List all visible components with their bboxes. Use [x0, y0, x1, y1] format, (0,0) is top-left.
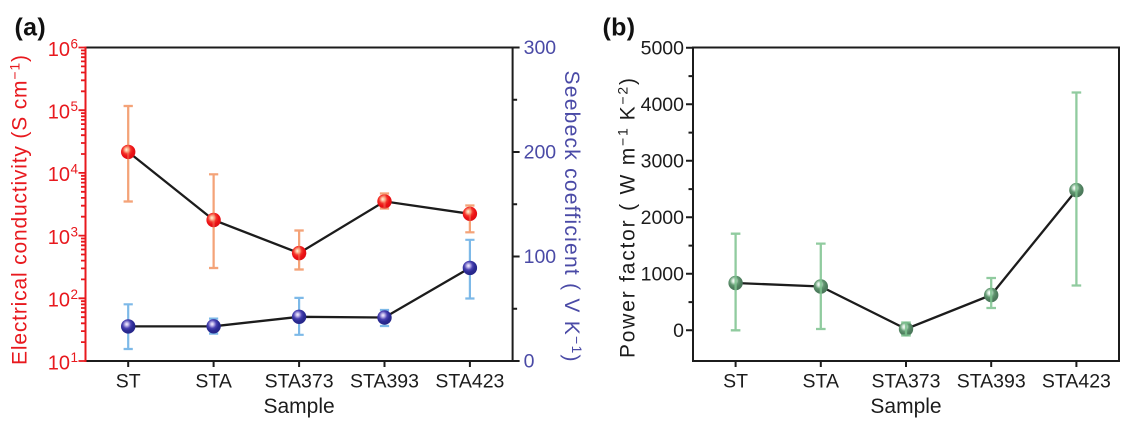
- svg-text:STA423: STA423: [1042, 370, 1111, 392]
- svg-text:STA373: STA373: [265, 370, 334, 392]
- svg-text:0: 0: [524, 351, 535, 373]
- svg-text:STA: STA: [803, 370, 839, 392]
- svg-text:2000: 2000: [641, 207, 685, 229]
- svg-text:STA423: STA423: [435, 370, 504, 392]
- svg-text:3000: 3000: [641, 150, 685, 172]
- svg-text:1000: 1000: [641, 263, 685, 285]
- svg-text:10: 10: [48, 39, 70, 61]
- svg-text:Sample: Sample: [263, 395, 334, 418]
- svg-text:(a): (a): [15, 13, 46, 41]
- svg-text:2: 2: [71, 287, 79, 302]
- svg-text:200: 200: [524, 142, 557, 164]
- svg-text:STA373: STA373: [871, 370, 940, 392]
- svg-text:100: 100: [524, 246, 557, 268]
- svg-text:1: 1: [71, 350, 79, 365]
- svg-text:Electrical conductivity (S cm: Electrical conductivity (S cm−1): [7, 55, 32, 365]
- svg-text:300: 300: [524, 37, 557, 59]
- svg-text:0: 0: [673, 320, 684, 342]
- svg-text:ST: ST: [723, 370, 748, 392]
- svg-text:6: 6: [71, 36, 79, 51]
- svg-text:10: 10: [48, 102, 70, 124]
- svg-text:3: 3: [71, 224, 79, 239]
- svg-text:Power factor ( W m−1 K−2): Power factor ( W m−1 K−2): [615, 78, 640, 358]
- svg-text:10: 10: [48, 227, 70, 249]
- svg-text:5000: 5000: [641, 37, 685, 59]
- svg-text:Seebeck coefficient ( V K−1): Seebeck coefficient ( V K−1): [560, 71, 585, 362]
- svg-text:STA393: STA393: [350, 370, 419, 392]
- svg-text:4: 4: [71, 162, 79, 177]
- svg-text:ST: ST: [116, 370, 141, 392]
- svg-text:(b): (b): [603, 13, 636, 41]
- svg-text:Sample: Sample: [870, 395, 941, 418]
- svg-text:STA393: STA393: [957, 370, 1026, 392]
- svg-text:10: 10: [48, 352, 70, 374]
- svg-text:10: 10: [48, 164, 70, 186]
- svg-text:10: 10: [48, 290, 70, 312]
- svg-text:4000: 4000: [641, 94, 685, 116]
- svg-text:5: 5: [71, 99, 79, 114]
- svg-text:STA: STA: [195, 370, 231, 392]
